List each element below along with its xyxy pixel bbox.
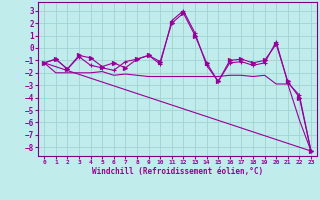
X-axis label: Windchill (Refroidissement éolien,°C): Windchill (Refroidissement éolien,°C) — [92, 167, 263, 176]
